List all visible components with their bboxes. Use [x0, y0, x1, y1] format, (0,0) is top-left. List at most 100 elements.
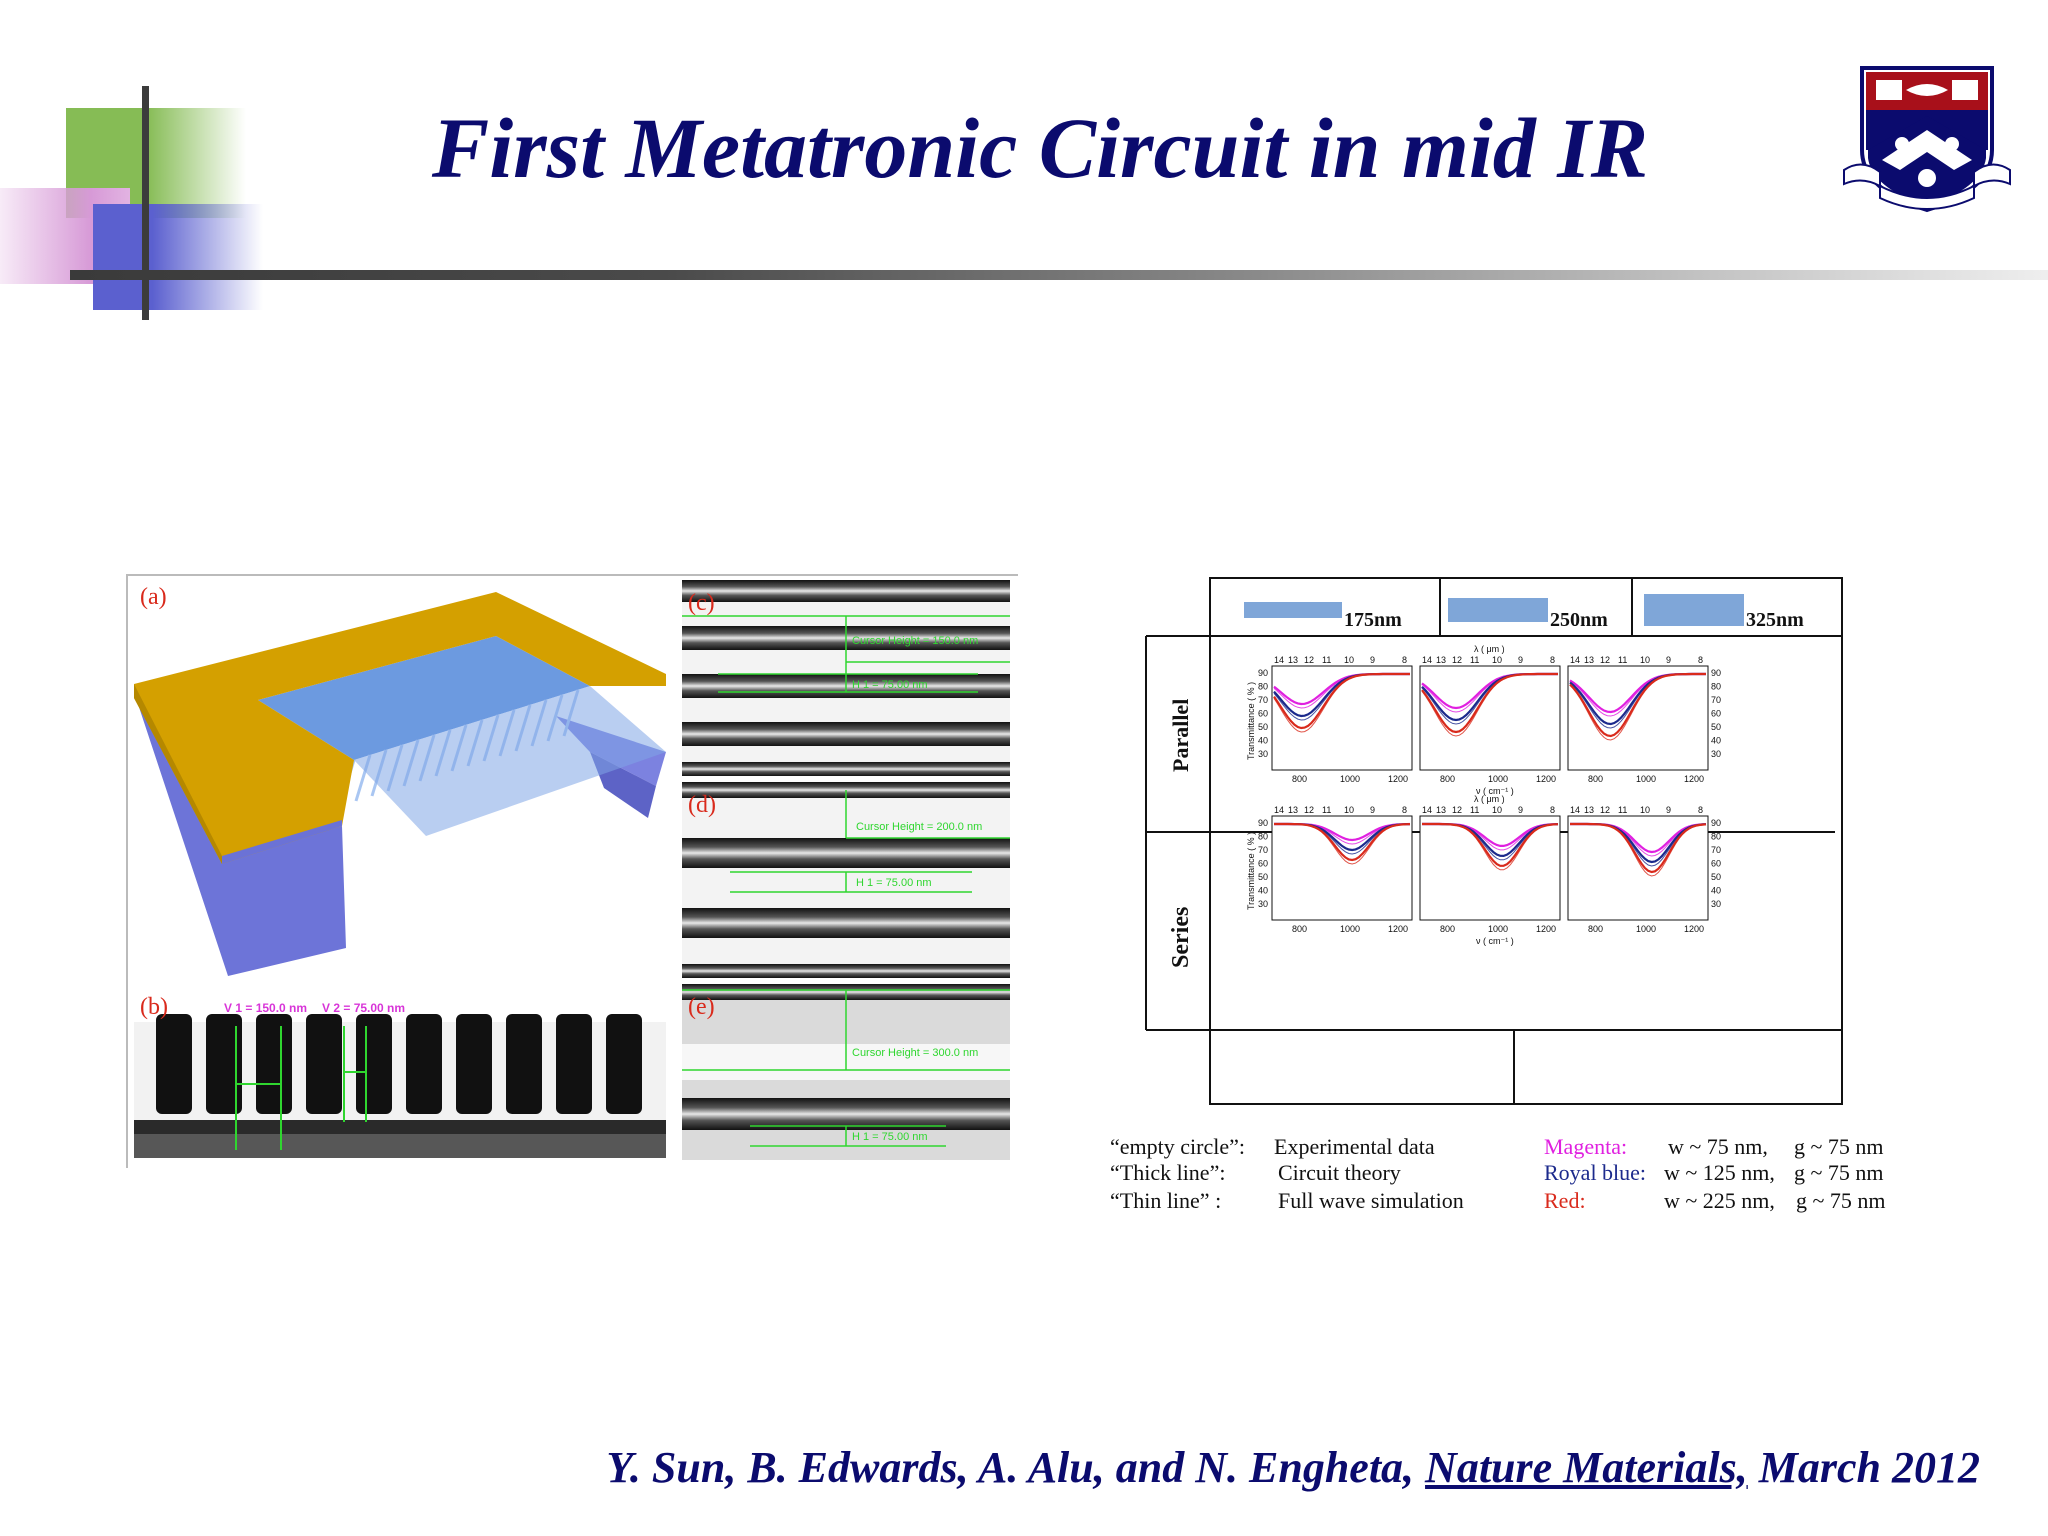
legend-g-2: g ~ 75 nm	[1794, 1160, 1884, 1185]
y-tick-right: 30	[1711, 749, 1721, 759]
top-tick: 13	[1288, 655, 1298, 665]
spectrum-curve	[1273, 673, 1410, 733]
slide-title: First Metatronic Circuit in mid IR	[431, 100, 1649, 196]
col-label-325: 325nm	[1746, 609, 1804, 631]
plot-frame	[1271, 815, 1413, 921]
y-tick: 80	[1258, 682, 1268, 692]
bar-325	[1644, 594, 1744, 626]
top-tick: 14	[1422, 655, 1432, 665]
y-tick-right: 90	[1711, 668, 1721, 678]
panel-d-sem-topview: Cursor Height = 200.0 nm H 1 = 75.00 nm	[682, 782, 1010, 978]
y-tick-right: 40	[1711, 886, 1721, 896]
top-tick: 13	[1436, 655, 1446, 665]
top-tick: 8	[1402, 655, 1407, 665]
col-label-250: 250nm	[1550, 609, 1608, 631]
panel-a-3d-model	[134, 592, 666, 976]
spectrum-curve	[1569, 673, 1706, 741]
y-tick: 40	[1258, 736, 1268, 746]
legend-w-2: w ~ 125 nm,	[1664, 1160, 1775, 1185]
top-tick: 10	[1344, 655, 1354, 665]
top-tick: 9	[1666, 655, 1671, 665]
transmittance-figure: 175nm 250nm 325nm Parallel Series 14 13 12…	[1145, 577, 1843, 1105]
bottom-tick: 800	[1588, 774, 1603, 784]
top-tick: 13	[1584, 655, 1594, 665]
decor-blue-square	[93, 204, 263, 310]
panel-label-d: (d)	[688, 792, 716, 818]
bottom-tick: 800	[1588, 924, 1603, 934]
top-tick: 12	[1600, 805, 1610, 815]
bottom-tick: 800	[1292, 774, 1307, 784]
legend-key-2: “Thick line”:	[1110, 1160, 1226, 1185]
top-tick: 8	[1698, 805, 1703, 815]
y-tick-right: 80	[1711, 832, 1721, 842]
legend-g-3: g ~ 75 nm	[1796, 1188, 1886, 1213]
legend-desc-2: Circuit theory	[1278, 1160, 1401, 1185]
panel-label-b: (b)	[140, 994, 168, 1020]
top-tick: 11	[1322, 655, 1331, 665]
y-tick-right: 60	[1711, 709, 1721, 719]
panel-e-sem-topview: Cursor Height = 300.0 nm H 1 = 75.00 nm	[682, 984, 1010, 1160]
top-tick: 8	[1550, 805, 1555, 815]
e-h1-label: H 1 = 75.00 nm	[852, 1131, 928, 1143]
top-tick: 9	[1518, 655, 1523, 665]
top-tick: 11	[1618, 655, 1627, 665]
d-h1-label: H 1 = 75.00 nm	[856, 877, 932, 889]
legend-color-royal-blue: Royal blue:	[1544, 1160, 1647, 1185]
figure-legend: “empty circle”: Experimental data Magent…	[1110, 1130, 2010, 1230]
y-tick: 50	[1258, 722, 1268, 732]
c-cursor-label: Cursor Height = 150.0 nm	[852, 635, 978, 647]
decor-horizontal-rule	[70, 270, 2048, 280]
bottom-tick: 800	[1440, 924, 1455, 934]
plot-frame	[1419, 815, 1561, 921]
bottom-tick: 1000	[1340, 924, 1360, 934]
spectrum-curve	[1570, 823, 1707, 877]
v1-measure-label: V 1 = 150.0 nm	[224, 1001, 307, 1015]
top-tick: 14	[1274, 805, 1284, 815]
bottom-tick: 1000	[1636, 924, 1656, 934]
y-tick-right: 60	[1711, 859, 1721, 869]
panel-label-c: (c)	[688, 590, 715, 616]
y-tick-right: 40	[1711, 736, 1721, 746]
citation: Y. Sun, B. Edwards, A. Alu, and N. Enghe…	[560, 1442, 1980, 1493]
plot-frame	[1567, 665, 1709, 771]
legend-desc-3: Full wave simulation	[1278, 1188, 1464, 1213]
spectrum-curve	[1274, 823, 1411, 865]
top-tick: 9	[1518, 805, 1523, 815]
top-tick: 8	[1402, 805, 1407, 815]
y-tick: 60	[1258, 709, 1268, 719]
top-tick: 10	[1344, 805, 1354, 815]
bottom-tick: 1000	[1488, 924, 1508, 934]
y-tick: 40	[1258, 886, 1268, 896]
e-cursor-label: Cursor Height = 300.0 nm	[852, 1047, 978, 1059]
row-label-parallel: Parallel	[1168, 699, 1193, 772]
citation-journal: Nature Materials,	[1425, 1443, 1748, 1492]
legend-w-3: w ~ 225 nm,	[1664, 1188, 1775, 1213]
top-tick: 8	[1550, 655, 1555, 665]
bottom-tick: 1200	[1684, 924, 1704, 934]
legend-w-1: w ~ 75 nm,	[1668, 1134, 1768, 1159]
bar-250	[1448, 598, 1548, 622]
top-tick: 8	[1698, 655, 1703, 665]
panel-label-e: (e)	[688, 994, 715, 1020]
y-tick: 70	[1258, 695, 1268, 705]
panel-b-sem-crosssection: V 1 = 150.0 nm V 2 = 75.00 nm	[134, 992, 666, 1158]
top-tick: 14	[1570, 805, 1580, 815]
y-tick-right: 70	[1711, 845, 1721, 855]
top-tick: 13	[1288, 805, 1298, 815]
y-tick: 30	[1258, 749, 1268, 759]
row-label-series: Series	[1168, 907, 1194, 968]
legend-color-magenta: Magenta:	[1544, 1134, 1628, 1159]
top-tick: 12	[1600, 655, 1610, 665]
top-tick: 12	[1304, 805, 1314, 815]
top-tick: 10	[1640, 805, 1650, 815]
top-tick: 10	[1492, 655, 1502, 665]
decor-vertical-line	[142, 86, 149, 320]
legend-g-1: g ~ 75 nm	[1794, 1134, 1884, 1159]
top-tick: 11	[1322, 805, 1331, 815]
bottom-tick: 1200	[1536, 774, 1556, 784]
bottom-tick: 1000	[1488, 774, 1508, 784]
bottom-axis-label: ν ( cm⁻¹ )	[1476, 786, 1514, 796]
top-axis-label: λ ( μm )	[1474, 644, 1505, 654]
top-tick: 9	[1370, 805, 1375, 815]
